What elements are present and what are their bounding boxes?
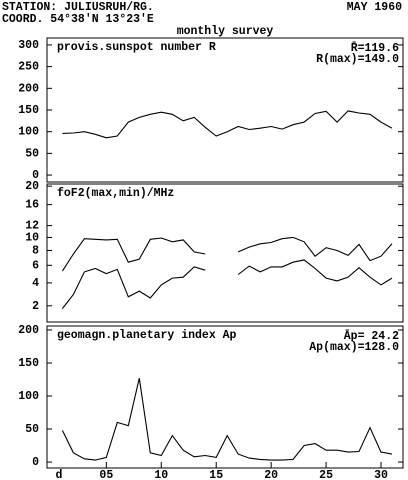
data-line [61,259,393,309]
y-tick-label: 200 [18,324,39,337]
data-line [61,378,393,461]
date: MAY 1960 [347,1,402,14]
data-line [61,236,393,272]
y-tick-label: 6 [32,259,39,272]
panel-title: geomagn.planetary index Ap [57,329,237,342]
y-tick-label: 150 [18,357,39,370]
panel-title: foF2(max,min)/MHz [57,187,174,200]
y-tick-label: 150 [18,104,39,117]
station: STATION: JULIUSRUH/RG. [2,1,154,14]
y-tick-label: 0 [32,456,39,469]
panel-title: provis.sunspot number R [57,41,216,54]
y-tick-label: 250 [18,61,39,74]
x-tick-label: 10 [154,469,168,480]
annotation: Āp= 24.2 [344,330,399,343]
annotation: R̄=119.6 [351,42,399,55]
y-tick-label: 50 [25,147,39,160]
y-tick-label: 100 [18,126,39,139]
y-tick-label: 50 [25,423,39,436]
x-label: d [56,469,63,480]
annotation: R(max)=149.0 [316,53,399,66]
subtitle: monthly survey [177,25,274,38]
y-tick-label: 2 [32,300,39,313]
y-tick-label: 8 [32,245,39,258]
panel-frame [46,183,404,323]
x-tick-label: 15 [209,469,223,480]
x-tick-label: 25 [319,469,333,480]
y-tick-label: 300 [18,39,39,52]
y-tick-label: 4 [32,277,39,290]
coord: COORD. 54°38'N 13°23'E [2,13,154,26]
y-tick-label: 100 [18,390,39,403]
y-tick-label: 200 [18,82,39,95]
annotation: Ap(max)=128.0 [309,341,399,354]
y-tick-label: 10 [25,231,39,244]
y-tick-label: 12 [25,220,39,233]
x-tick-label: 05 [99,469,113,480]
y-tick-label: 20 [25,180,39,193]
panel-frame [46,325,404,469]
y-tick-label: 16 [25,199,39,212]
x-tick-label: 20 [264,469,278,480]
x-tick-label: 30 [374,469,388,480]
data-line [62,110,393,139]
y-tick-label: 0 [32,169,39,182]
